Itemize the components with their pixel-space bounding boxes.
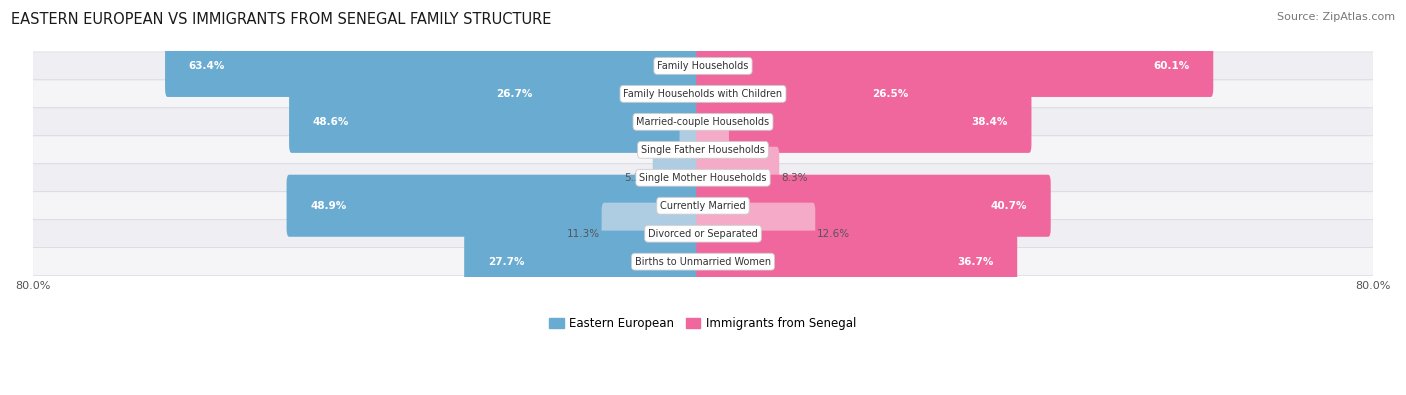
FancyBboxPatch shape xyxy=(32,164,1374,192)
FancyBboxPatch shape xyxy=(696,119,728,181)
FancyBboxPatch shape xyxy=(472,63,710,125)
Text: 48.6%: 48.6% xyxy=(312,117,349,127)
Text: 36.7%: 36.7% xyxy=(957,257,994,267)
FancyBboxPatch shape xyxy=(32,52,1374,80)
FancyBboxPatch shape xyxy=(32,80,1374,108)
Text: 38.4%: 38.4% xyxy=(972,117,1008,127)
FancyBboxPatch shape xyxy=(696,203,815,265)
Text: 63.4%: 63.4% xyxy=(188,61,225,71)
FancyBboxPatch shape xyxy=(32,136,1374,164)
FancyBboxPatch shape xyxy=(696,147,779,209)
Text: Births to Unmarried Women: Births to Unmarried Women xyxy=(636,257,770,267)
FancyBboxPatch shape xyxy=(679,119,710,181)
Text: 2.3%: 2.3% xyxy=(731,145,758,155)
Legend: Eastern European, Immigrants from Senegal: Eastern European, Immigrants from Senega… xyxy=(544,312,862,335)
Text: EASTERN EUROPEAN VS IMMIGRANTS FROM SENEGAL FAMILY STRUCTURE: EASTERN EUROPEAN VS IMMIGRANTS FROM SENE… xyxy=(11,12,551,27)
Text: 5.2%: 5.2% xyxy=(624,173,651,183)
FancyBboxPatch shape xyxy=(32,220,1374,248)
Text: 40.7%: 40.7% xyxy=(991,201,1028,211)
FancyBboxPatch shape xyxy=(290,91,710,153)
Text: Source: ZipAtlas.com: Source: ZipAtlas.com xyxy=(1277,12,1395,22)
Text: 27.7%: 27.7% xyxy=(488,257,524,267)
Text: Single Father Households: Single Father Households xyxy=(641,145,765,155)
Text: Married-couple Households: Married-couple Households xyxy=(637,117,769,127)
Text: 12.6%: 12.6% xyxy=(817,229,851,239)
Text: Currently Married: Currently Married xyxy=(661,201,745,211)
Text: 8.3%: 8.3% xyxy=(780,173,807,183)
FancyBboxPatch shape xyxy=(696,91,1032,153)
Text: Family Households with Children: Family Households with Children xyxy=(623,89,783,99)
FancyBboxPatch shape xyxy=(696,35,1213,97)
FancyBboxPatch shape xyxy=(696,231,1017,293)
Text: 60.1%: 60.1% xyxy=(1153,61,1189,71)
FancyBboxPatch shape xyxy=(696,63,932,125)
FancyBboxPatch shape xyxy=(32,192,1374,220)
FancyBboxPatch shape xyxy=(602,203,710,265)
Text: Family Households: Family Households xyxy=(658,61,748,71)
FancyBboxPatch shape xyxy=(464,231,710,293)
Text: Single Mother Households: Single Mother Households xyxy=(640,173,766,183)
Text: 2.0%: 2.0% xyxy=(651,145,678,155)
FancyBboxPatch shape xyxy=(165,35,710,97)
Text: 11.3%: 11.3% xyxy=(567,229,600,239)
Text: Divorced or Separated: Divorced or Separated xyxy=(648,229,758,239)
FancyBboxPatch shape xyxy=(32,248,1374,276)
FancyBboxPatch shape xyxy=(696,175,1050,237)
Text: 26.7%: 26.7% xyxy=(496,89,533,99)
FancyBboxPatch shape xyxy=(287,175,710,237)
FancyBboxPatch shape xyxy=(32,108,1374,136)
FancyBboxPatch shape xyxy=(652,147,710,209)
Text: 26.5%: 26.5% xyxy=(872,89,908,99)
Text: 48.9%: 48.9% xyxy=(311,201,346,211)
